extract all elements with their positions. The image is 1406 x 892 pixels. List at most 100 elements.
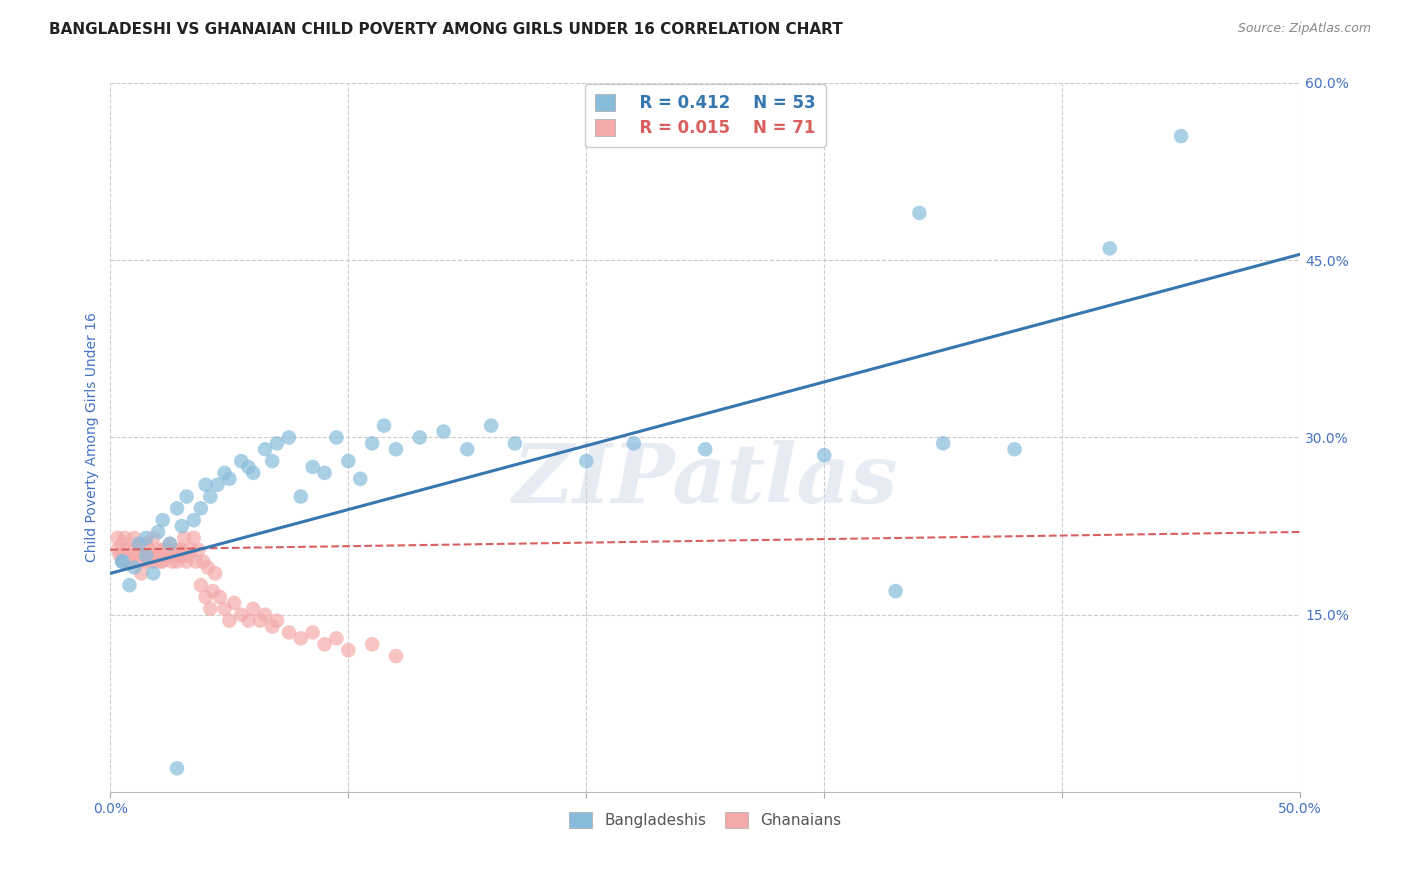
Point bbox=[159, 537, 181, 551]
Point bbox=[176, 490, 198, 504]
Point bbox=[337, 454, 360, 468]
Point bbox=[432, 425, 454, 439]
Point bbox=[135, 537, 157, 551]
Point bbox=[128, 537, 150, 551]
Point bbox=[214, 466, 236, 480]
Point bbox=[111, 537, 134, 551]
Point bbox=[200, 490, 222, 504]
Point bbox=[262, 619, 284, 633]
Point bbox=[149, 555, 172, 569]
Point bbox=[349, 472, 371, 486]
Point bbox=[138, 542, 160, 557]
Point bbox=[385, 442, 408, 457]
Point bbox=[131, 566, 153, 581]
Point bbox=[146, 524, 169, 539]
Point bbox=[201, 584, 224, 599]
Point bbox=[152, 542, 174, 557]
Point bbox=[277, 625, 299, 640]
Point bbox=[194, 590, 217, 604]
Point bbox=[122, 542, 145, 557]
Point bbox=[107, 542, 129, 557]
Point bbox=[122, 560, 145, 574]
Point bbox=[170, 549, 193, 563]
Point bbox=[122, 549, 145, 563]
Point bbox=[146, 549, 169, 563]
Point bbox=[115, 542, 138, 557]
Point bbox=[932, 436, 955, 450]
Point bbox=[361, 637, 384, 651]
Point bbox=[190, 578, 212, 592]
Point bbox=[166, 555, 188, 569]
Point bbox=[200, 602, 222, 616]
Point bbox=[249, 614, 271, 628]
Point bbox=[503, 436, 526, 450]
Point bbox=[142, 566, 165, 581]
Text: Source: ZipAtlas.com: Source: ZipAtlas.com bbox=[1237, 22, 1371, 36]
Point bbox=[197, 560, 219, 574]
Point bbox=[266, 614, 288, 628]
Point bbox=[1004, 442, 1026, 457]
Point bbox=[301, 460, 323, 475]
Point bbox=[146, 542, 169, 557]
Point bbox=[139, 555, 162, 569]
Point bbox=[325, 430, 347, 444]
Point bbox=[1098, 241, 1121, 255]
Point bbox=[180, 542, 202, 557]
Point bbox=[277, 430, 299, 444]
Point bbox=[813, 448, 835, 462]
Point bbox=[118, 555, 141, 569]
Point bbox=[166, 761, 188, 775]
Point bbox=[254, 607, 277, 622]
Point bbox=[108, 549, 131, 563]
Point bbox=[231, 607, 253, 622]
Point bbox=[314, 637, 336, 651]
Point bbox=[238, 460, 260, 475]
Point bbox=[204, 566, 226, 581]
Point bbox=[884, 584, 907, 599]
Point bbox=[170, 519, 193, 533]
Point bbox=[128, 537, 150, 551]
Text: ZIPatlas: ZIPatlas bbox=[513, 440, 898, 520]
Point bbox=[218, 614, 240, 628]
Point bbox=[337, 643, 360, 657]
Point bbox=[177, 549, 200, 563]
Point bbox=[385, 648, 408, 663]
Point bbox=[575, 454, 598, 468]
Point bbox=[163, 549, 186, 563]
Point bbox=[135, 549, 157, 563]
Point bbox=[314, 466, 336, 480]
Point bbox=[208, 590, 231, 604]
Legend: Bangladeshis, Ghanaians: Bangladeshis, Ghanaians bbox=[564, 805, 848, 834]
Point bbox=[183, 531, 205, 545]
Point bbox=[262, 454, 284, 468]
Point bbox=[166, 501, 188, 516]
Point bbox=[135, 531, 157, 545]
Point bbox=[190, 501, 212, 516]
Point bbox=[266, 436, 288, 450]
Point bbox=[231, 454, 253, 468]
Point bbox=[142, 531, 165, 545]
Point bbox=[238, 614, 260, 628]
Point bbox=[695, 442, 717, 457]
Point bbox=[111, 555, 134, 569]
Point bbox=[132, 549, 155, 563]
Point bbox=[224, 596, 246, 610]
Point bbox=[1170, 129, 1192, 144]
Point bbox=[107, 531, 129, 545]
Point bbox=[194, 477, 217, 491]
Y-axis label: Child Poverty Among Girls Under 16: Child Poverty Among Girls Under 16 bbox=[86, 312, 100, 562]
Point bbox=[118, 549, 141, 563]
Point bbox=[623, 436, 645, 450]
Point bbox=[207, 477, 229, 491]
Point bbox=[156, 542, 179, 557]
Point bbox=[183, 513, 205, 527]
Point bbox=[111, 555, 134, 569]
Point bbox=[159, 537, 181, 551]
Point bbox=[242, 466, 264, 480]
Point bbox=[128, 555, 150, 569]
Point bbox=[373, 418, 395, 433]
Point bbox=[361, 436, 384, 450]
Point bbox=[153, 549, 176, 563]
Point bbox=[152, 513, 174, 527]
Point bbox=[135, 555, 157, 569]
